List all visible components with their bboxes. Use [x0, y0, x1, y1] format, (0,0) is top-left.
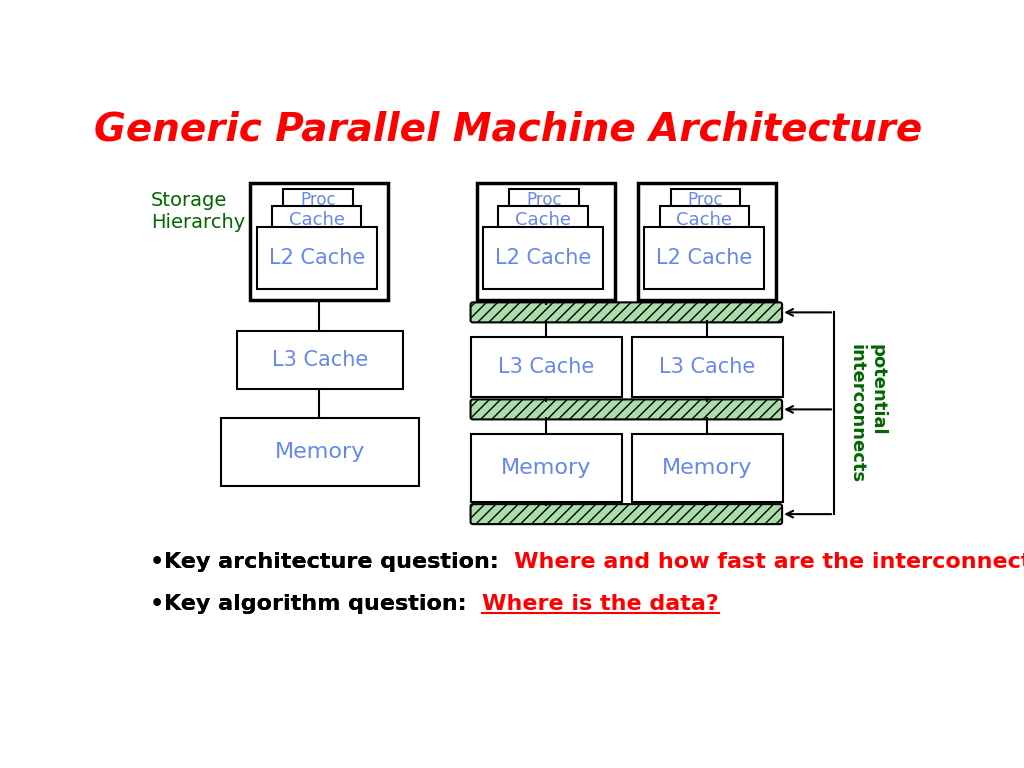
- FancyBboxPatch shape: [471, 504, 782, 524]
- Bar: [477, 183, 614, 300]
- Text: Cache: Cache: [289, 211, 345, 229]
- Bar: [251, 183, 388, 300]
- Text: potential
interconnects: potential interconnects: [848, 344, 887, 483]
- Text: L3 Cache: L3 Cache: [659, 357, 756, 377]
- Text: Key algorithm question:: Key algorithm question:: [164, 594, 481, 614]
- Bar: [671, 189, 740, 210]
- Text: •: •: [150, 552, 164, 572]
- FancyBboxPatch shape: [471, 303, 782, 323]
- Text: Key architecture question:: Key architecture question:: [164, 552, 514, 572]
- Bar: [237, 331, 403, 389]
- Text: Generic Parallel Machine Architecture: Generic Parallel Machine Architecture: [93, 110, 922, 148]
- Bar: [471, 337, 622, 397]
- Text: L3 Cache: L3 Cache: [498, 357, 594, 377]
- Bar: [272, 206, 361, 233]
- Text: L2 Cache: L2 Cache: [656, 248, 753, 268]
- Bar: [632, 434, 783, 502]
- Text: Memory: Memory: [501, 458, 591, 478]
- Bar: [632, 337, 783, 397]
- Bar: [638, 183, 776, 300]
- Text: Proc: Proc: [526, 191, 562, 209]
- Bar: [499, 206, 588, 233]
- Text: L3 Cache: L3 Cache: [271, 349, 368, 369]
- Text: •: •: [150, 594, 164, 614]
- Text: Memory: Memory: [274, 442, 365, 462]
- Text: Where and how fast are the interconnects?: Where and how fast are the interconnects…: [514, 552, 1024, 572]
- Text: Cache: Cache: [676, 211, 732, 229]
- Text: L2 Cache: L2 Cache: [268, 248, 365, 268]
- Bar: [509, 189, 579, 210]
- Bar: [659, 206, 749, 233]
- Text: Memory: Memory: [663, 458, 753, 478]
- Text: L2 Cache: L2 Cache: [495, 248, 591, 268]
- Bar: [283, 189, 352, 210]
- Text: Key algorithm question:: Key algorithm question:: [164, 594, 481, 614]
- Text: Proc: Proc: [687, 191, 723, 209]
- Bar: [644, 227, 764, 289]
- Bar: [221, 418, 419, 485]
- Bar: [471, 434, 622, 502]
- FancyBboxPatch shape: [471, 399, 782, 419]
- Text: Storage
Hierarchy: Storage Hierarchy: [152, 191, 246, 232]
- Text: Proc: Proc: [300, 191, 336, 209]
- Text: Key architecture question:: Key architecture question:: [164, 552, 514, 572]
- Bar: [257, 227, 377, 289]
- Bar: [483, 227, 603, 289]
- Text: Cache: Cache: [515, 211, 571, 229]
- Text: Where is the data?: Where is the data?: [481, 594, 719, 614]
